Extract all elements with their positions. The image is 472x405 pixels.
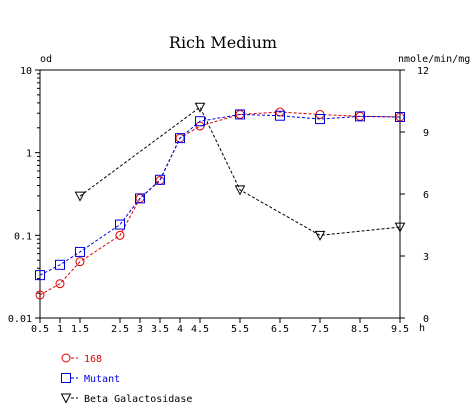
right-axis: 12 9 6 3 0: [400, 66, 429, 325]
series-square: [35, 109, 405, 281]
data-point: [35, 270, 45, 281]
x-tick-label: 2.5: [111, 324, 129, 335]
data-point: [155, 176, 165, 186]
x-axis-unit-label: h: [419, 323, 425, 334]
x-axis: 0.5 1 1.5 2.5 3 3.5 4 4.5 5.5 6.5 7.5 8.5 9.5: [31, 318, 409, 335]
data-point: [35, 290, 45, 300]
x-tick-label: 8.5: [351, 324, 369, 335]
data-point: [55, 259, 65, 270]
y-right-tick-label: 12: [417, 66, 429, 77]
x-tick-label: 6.5: [271, 324, 289, 335]
series-circle: [35, 107, 405, 300]
plot-frame: [39, 69, 401, 319]
chart-title: Rich Medium: [169, 33, 277, 52]
y-left-tick-label: 1: [26, 149, 32, 160]
series-triangle-down: [74, 102, 406, 241]
y-right-tick-label: 0: [423, 314, 429, 325]
x-tick-label: 1.5: [71, 324, 89, 335]
legend-item: 168: [61, 353, 102, 365]
y-right-tick-label: 3: [423, 252, 429, 263]
x-tick-label: 4: [177, 324, 183, 335]
data-point: [314, 230, 326, 241]
y-left-axis-label: od: [40, 54, 52, 65]
series-line: [79, 106, 401, 236]
legend-marker: [61, 373, 71, 383]
data-point: [75, 246, 85, 257]
data-point: [135, 193, 145, 204]
data-point: [175, 133, 185, 144]
plot-area: [35, 102, 406, 300]
data-point: [55, 279, 65, 289]
data-point: [195, 116, 205, 127]
data-point: [394, 222, 406, 233]
data-point: [115, 230, 125, 240]
x-tick-label: 5.5: [231, 324, 249, 335]
data-point: [315, 114, 325, 125]
y-right-tick-label: 6: [423, 190, 429, 201]
series-line: [39, 111, 401, 296]
x-tick-label: 7.5: [311, 324, 329, 335]
data-point: [194, 102, 206, 113]
x-tick-label: 0.5: [31, 324, 49, 335]
x-tick-label: 1: [57, 324, 63, 335]
legend-label: Mutant: [84, 374, 120, 385]
data-point: [75, 257, 85, 267]
legend-marker: [61, 353, 71, 363]
y-left-tick-label: 10: [20, 66, 32, 77]
x-tick-label: 3.5: [151, 324, 169, 335]
data-point: [355, 111, 365, 122]
data-point: [275, 110, 285, 121]
legend-marker: [60, 393, 72, 404]
data-point: [234, 185, 246, 196]
legend: 168 Mutant Beta Galactosidase: [60, 353, 192, 405]
legend-label: 168: [84, 354, 102, 365]
data-point: [395, 112, 405, 123]
y-right-axis-label: nmole/min/mg: [398, 54, 470, 65]
legend-item: Mutant: [61, 373, 120, 385]
series-line: [39, 113, 401, 276]
y-left-tick-label: 0.01: [8, 314, 32, 325]
x-tick-label: 3: [137, 324, 143, 335]
legend-item: Beta Galactosidase: [60, 393, 192, 405]
legend-label: Beta Galactosidase: [84, 394, 192, 405]
y-right-tick-label: 9: [423, 128, 429, 139]
x-tick-label: 4.5: [191, 324, 209, 335]
data-point: [155, 174, 165, 185]
data-point: [235, 109, 245, 120]
left-axis: 10 1 0.1 0.01: [8, 66, 40, 325]
y-left-tick-label: 0.1: [14, 231, 32, 242]
x-tick-label: 9.5: [391, 324, 409, 335]
data-point: [74, 191, 86, 202]
data-point: [115, 219, 125, 230]
